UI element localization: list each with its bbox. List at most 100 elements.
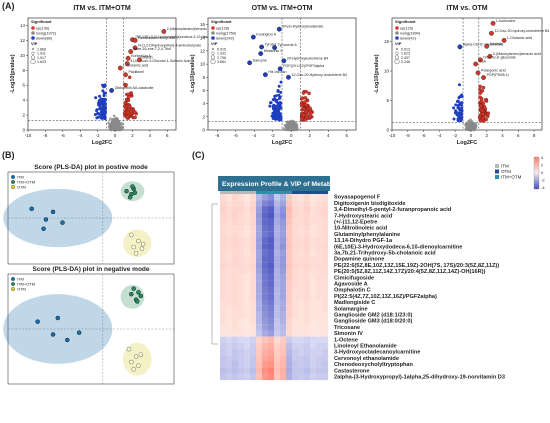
heatmap-cell (262, 212, 269, 219)
heatmap-cell (256, 349, 263, 356)
nosig-point (107, 121, 110, 125)
heatmap-cell (310, 218, 317, 226)
heatmap-cell (280, 274, 287, 281)
nosig-point (110, 121, 114, 125)
heatmap-cell (250, 225, 257, 232)
heatmap-cell (310, 274, 317, 281)
legend-heading: Significant (31, 19, 52, 24)
heatmap-cell (226, 231, 233, 238)
down-point (95, 116, 99, 120)
heatmap-cell (220, 218, 227, 226)
heatmap-cell (244, 305, 251, 312)
heatmap-cell (292, 200, 299, 207)
heatmap-cell (232, 330, 239, 337)
heatmap-cell (292, 355, 299, 362)
x-tick-label: -6 (422, 133, 426, 138)
annotated-point (259, 44, 265, 50)
heatmap-cell (226, 237, 233, 244)
heatmap-cell (280, 262, 287, 269)
down-point (102, 100, 106, 104)
heatmap-cell (298, 206, 305, 213)
heatmap-cell (280, 336, 287, 343)
row-label: 10-Nitrolinoleic acid (334, 226, 388, 232)
x-tick-label: 2 (308, 133, 311, 138)
up-point (123, 101, 128, 105)
down-point (102, 94, 106, 98)
up-point (303, 100, 307, 104)
heatmap-cell (310, 361, 317, 368)
heatmap-cell (292, 256, 299, 263)
legend-swatch (395, 31, 399, 35)
annotation-label: 4-Lindecon-3-Glucose-1-Sulfonic Acid (130, 59, 190, 63)
heatmap-cell (226, 268, 233, 275)
heatmap-cell (256, 293, 263, 300)
column-group-cell (262, 191, 269, 194)
score-point (41, 226, 46, 231)
heatmap-cell (232, 367, 239, 374)
heatmap-cell (298, 256, 305, 263)
heatmap-cell (262, 194, 269, 201)
y-tick-label: 6 (202, 88, 205, 93)
y-tick-label: 14 (20, 23, 26, 28)
legend-entry: ITM+OTM (17, 282, 35, 287)
heatmap-cell (298, 305, 305, 312)
heatmap-cell (292, 311, 299, 319)
up-point (479, 96, 484, 101)
down-point (103, 91, 107, 95)
heatmap-cell (256, 256, 263, 263)
heatmap-cell (286, 330, 293, 337)
legend-swatch (211, 36, 215, 40)
scale-tick-label: 0 (541, 170, 544, 175)
heatmap-cell (250, 256, 257, 263)
heatmap-cell (220, 231, 227, 238)
heatmap-cell (226, 305, 233, 312)
heatmap-cell (316, 305, 323, 312)
up-point (129, 109, 134, 114)
heatmap-cell (220, 287, 227, 294)
heatmap-cell (268, 355, 275, 362)
heatmap-cell (250, 349, 257, 356)
heatmap-cell (292, 318, 299, 325)
nosig-point (287, 126, 291, 129)
heatmap-cell (322, 324, 329, 331)
row-label: Cervonoyl ethanolamide (334, 356, 399, 362)
heatmap-cell (298, 218, 305, 226)
heatmap-cell (256, 237, 263, 244)
heatmap-cell (274, 318, 281, 325)
heatmap-cell (316, 311, 323, 319)
heatmap-cell (226, 355, 233, 362)
down-point (94, 96, 98, 100)
y-tick-label: 12 (20, 38, 26, 43)
down-point (269, 101, 273, 105)
annotation-label: 20-Hydroxyleukotriene B4 (287, 56, 328, 60)
heatmap-cell (268, 200, 275, 207)
nosig-point (470, 121, 474, 124)
annotated-point (117, 65, 123, 71)
heatmap-cell (322, 237, 329, 244)
heatmap-cell (280, 342, 287, 350)
score-point (29, 206, 34, 212)
heatmap-cell (292, 212, 299, 219)
heatmap-cell (310, 262, 317, 269)
heatmap-cell (322, 373, 329, 381)
heatmap-cell (262, 336, 269, 343)
column-group-cell (322, 191, 329, 194)
nosig-point (467, 120, 470, 123)
heatmap-cell (262, 287, 269, 294)
heatmap-cell (274, 367, 281, 374)
scale-tick-label: 4 (541, 155, 544, 160)
heatmap-cell (244, 355, 251, 362)
nosig-point (473, 124, 476, 128)
heatmap-cell (226, 311, 233, 319)
heatmap-cell (310, 373, 317, 381)
down-point (273, 94, 277, 98)
up-point (307, 91, 311, 96)
x-tick-label: 0 (470, 133, 473, 138)
heatmap-cell (232, 311, 239, 319)
x-tick-label: -10 (389, 133, 396, 138)
legend-entry: down(88) (36, 37, 53, 41)
y-axis-label: -Log10(pvalue) (10, 54, 16, 93)
heatmap-cell (274, 194, 281, 201)
heatmap-cell (226, 274, 233, 281)
down-point (455, 113, 459, 117)
